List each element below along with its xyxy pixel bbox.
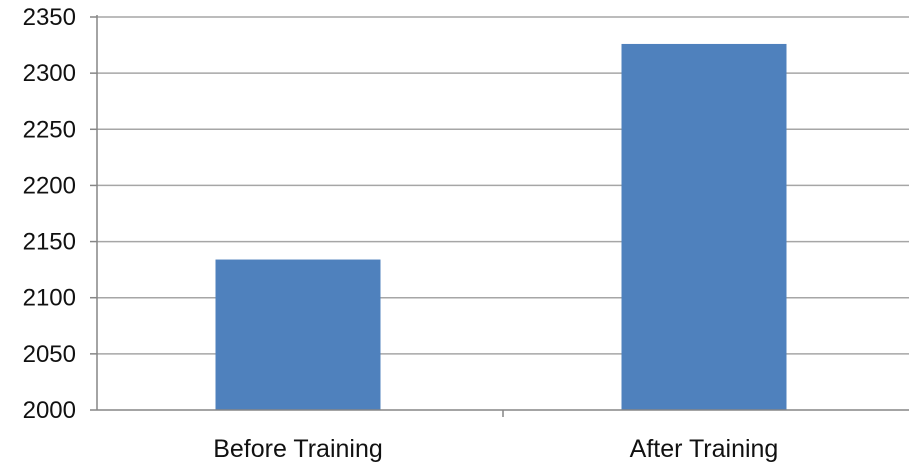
x-tick-label: After Training — [630, 435, 779, 463]
axes — [90, 15, 909, 417]
bars — [215, 43, 787, 410]
y-tick-label: 2300 — [23, 60, 76, 87]
y-tick-label: 2100 — [23, 285, 76, 312]
bar-before-training — [215, 259, 381, 410]
y-tick-label: 2150 — [23, 229, 76, 256]
bar-after-training — [621, 43, 787, 410]
y-tick-label: 2050 — [23, 341, 76, 368]
y-tick-label: 2350 — [23, 4, 76, 31]
x-tick-labels: Before Training After Training — [213, 435, 778, 463]
y-tick-label: 2000 — [23, 397, 76, 424]
y-tick-label: 2250 — [23, 116, 76, 143]
y-tick-labels: 2000 2050 2100 2150 2200 2250 2300 2350 — [23, 4, 76, 424]
x-tick-label: Before Training — [213, 435, 383, 463]
y-tick-label: 2200 — [23, 172, 76, 199]
